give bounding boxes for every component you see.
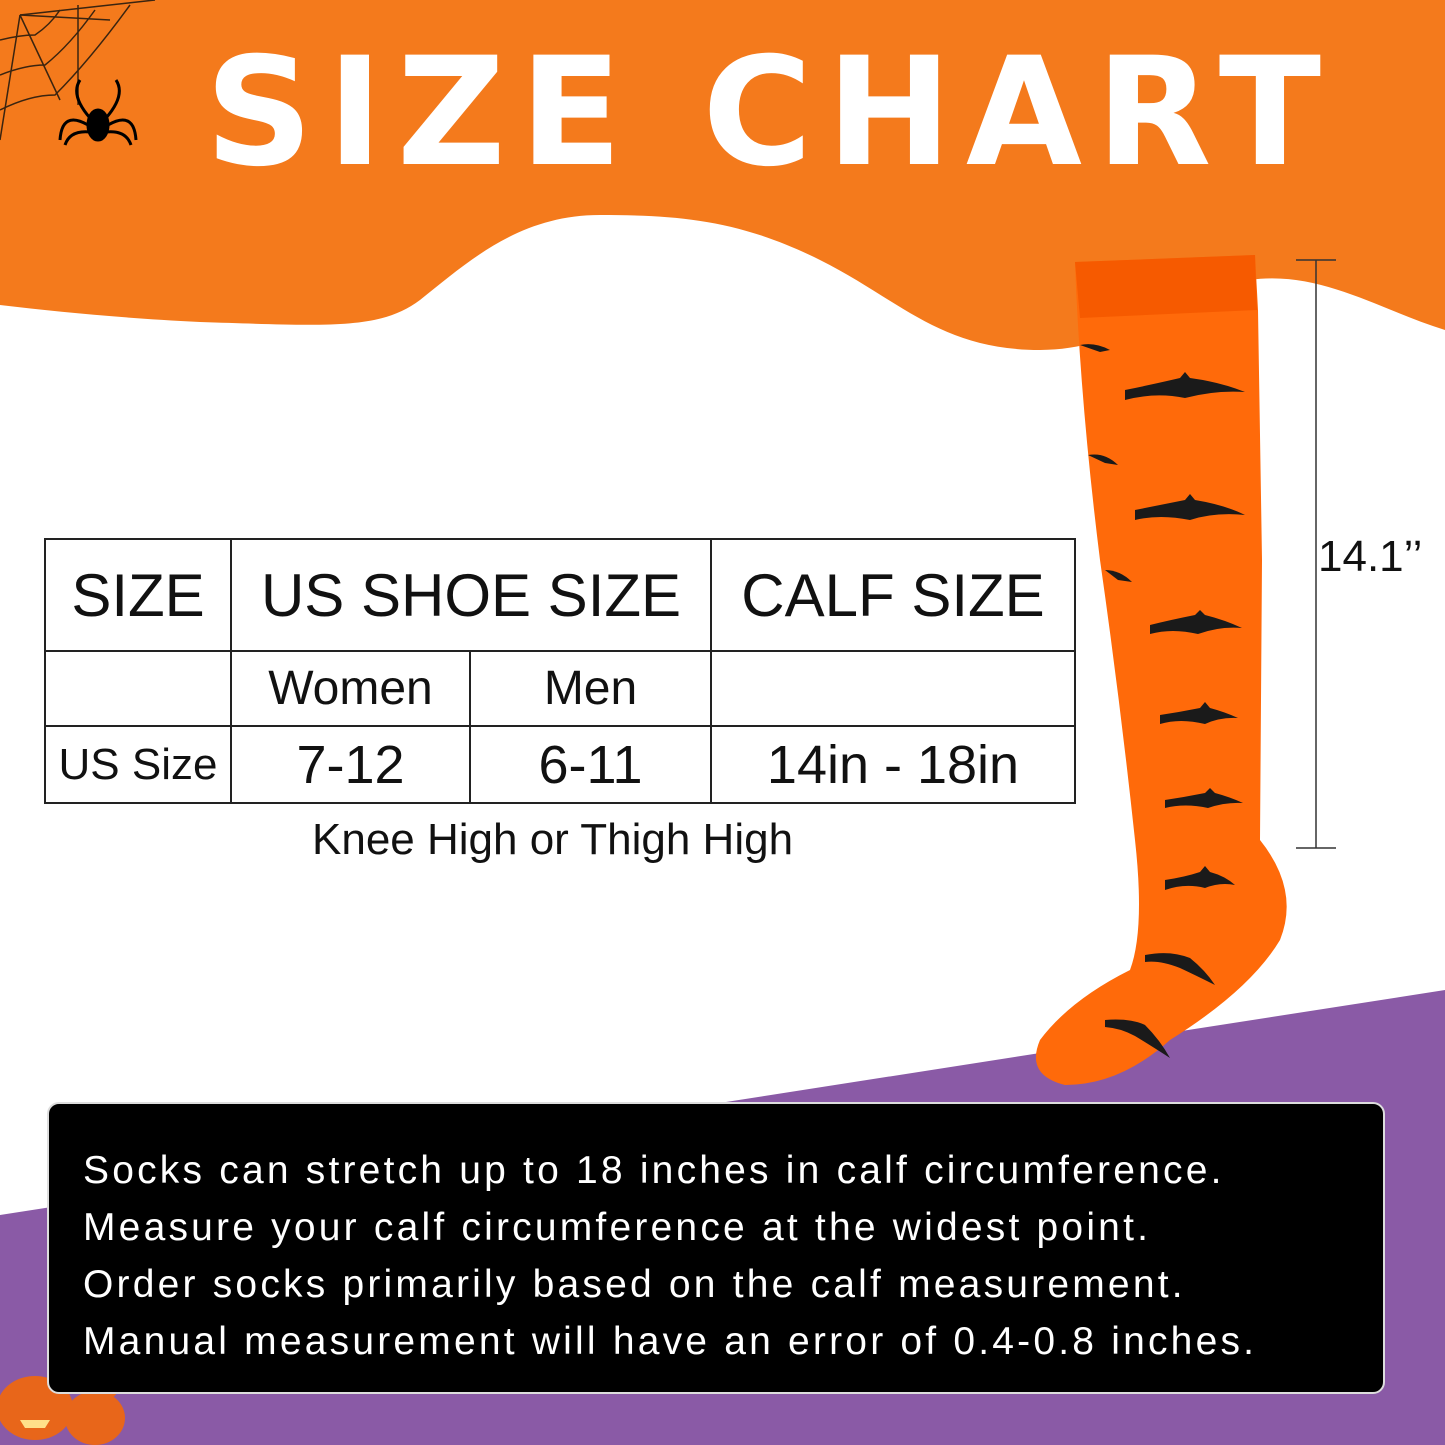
- sock-image: [1035, 255, 1287, 1085]
- cell-women: 7-12: [230, 725, 471, 804]
- sock-length-label: 14.1’’: [1318, 532, 1423, 581]
- caption: Knee High or Thigh High: [312, 815, 794, 864]
- page-title: SIZE CHART: [205, 26, 1336, 200]
- table-subheader-row: Women Men: [44, 650, 1076, 727]
- subheader-women: Women: [230, 650, 471, 727]
- subheader-empty: [44, 650, 232, 727]
- size-table: SIZE US SHOE SIZE CALF SIZE Women Men US…: [44, 538, 1076, 804]
- cell-men: 6-11: [469, 725, 712, 804]
- header-size: SIZE: [44, 538, 232, 652]
- cell-calf: 14in - 18in: [710, 725, 1076, 804]
- subheader-empty: [710, 650, 1076, 727]
- table-row: US Size 7-12 6-11 14in - 18in: [44, 725, 1076, 804]
- header-calf-size: CALF SIZE: [710, 538, 1076, 652]
- note-line: Socks can stretch up to 18 inches in cal…: [83, 1149, 1225, 1192]
- measure-line: [1296, 259, 1336, 849]
- spider-icon: [58, 79, 138, 146]
- note-line: Measure your calf circumference at the w…: [83, 1206, 1152, 1249]
- note-line: Manual measurement will have an error of…: [83, 1320, 1258, 1363]
- cell-size: US Size: [44, 725, 232, 804]
- header-us-shoe-size: US SHOE SIZE: [230, 538, 712, 652]
- notes-box: Socks can stretch up to 18 inches in cal…: [47, 1102, 1385, 1394]
- spider-web-icon: [0, 0, 156, 141]
- table-header-row: SIZE US SHOE SIZE CALF SIZE: [44, 538, 1076, 652]
- subheader-men: Men: [469, 650, 712, 727]
- note-line: Order socks primarily based on the calf …: [83, 1263, 1186, 1306]
- bat-icon: [1080, 344, 1245, 1058]
